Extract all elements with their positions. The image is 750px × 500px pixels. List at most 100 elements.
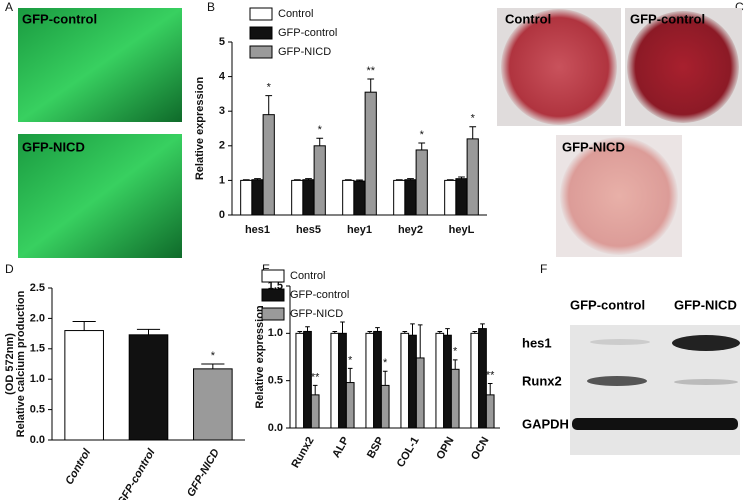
bar bbox=[393, 179, 406, 216]
y-tick-label: 1.5 bbox=[30, 343, 45, 355]
image-label: Control bbox=[505, 11, 551, 26]
bar bbox=[240, 179, 253, 216]
y-tick-label: 0.0 bbox=[30, 434, 45, 446]
y-tick-label: 0 bbox=[219, 209, 225, 221]
bar bbox=[291, 179, 304, 216]
error-bar bbox=[418, 142, 426, 150]
legend-label: GFP-control bbox=[278, 27, 337, 39]
error-bar bbox=[410, 323, 415, 336]
significance: ** bbox=[366, 65, 375, 77]
x-tick-label: OCN bbox=[469, 435, 492, 462]
significance: * bbox=[211, 350, 216, 362]
y-axis-label: Relative expression bbox=[254, 305, 266, 409]
bar bbox=[365, 332, 375, 429]
x-tick-label: hes5 bbox=[296, 224, 321, 236]
error-bar bbox=[316, 137, 324, 146]
error-bar bbox=[480, 323, 485, 329]
y-tick-label: 0.5 bbox=[30, 404, 45, 416]
significance: * bbox=[318, 124, 323, 136]
error-bar bbox=[340, 321, 345, 334]
error-bar bbox=[265, 95, 273, 115]
x-tick-label: ALP bbox=[330, 435, 351, 460]
fluorescence-image bbox=[18, 8, 182, 122]
bar bbox=[193, 368, 233, 441]
band bbox=[672, 335, 740, 351]
bar bbox=[400, 332, 410, 429]
blot-row-label: Runx2 bbox=[522, 373, 562, 388]
x-tick-label: GFP-control bbox=[115, 446, 158, 500]
bar bbox=[251, 179, 264, 216]
legend-swatch bbox=[249, 26, 273, 40]
bar bbox=[64, 330, 104, 441]
legend-label: Control bbox=[278, 8, 313, 20]
legend-label: GFP-NICD bbox=[278, 46, 331, 58]
x-tick-label: hey2 bbox=[398, 224, 423, 236]
bar bbox=[302, 179, 315, 216]
significance: ** bbox=[311, 371, 320, 383]
bar bbox=[128, 334, 169, 441]
y-tick-label: 1.0 bbox=[268, 327, 283, 339]
y-tick-label: 1.0 bbox=[30, 373, 45, 385]
bar bbox=[310, 394, 320, 429]
bar bbox=[330, 332, 340, 429]
bar bbox=[415, 149, 428, 216]
legend-label: GFP-NICD bbox=[290, 308, 343, 320]
x-tick-label: hey1 bbox=[347, 224, 372, 236]
error-bar bbox=[297, 330, 303, 334]
bar bbox=[415, 357, 425, 429]
legend-label: Control bbox=[290, 270, 325, 282]
image-label: GFP-control bbox=[22, 11, 97, 26]
image-label: GFP-NICD bbox=[562, 139, 625, 154]
bar bbox=[450, 368, 460, 429]
dish bbox=[627, 11, 739, 123]
x-tick-label: OPN bbox=[434, 435, 456, 462]
bar bbox=[353, 180, 366, 216]
panel-label: A bbox=[5, 0, 13, 14]
y-axis-label: Relative calcium production bbox=[15, 290, 27, 437]
bar bbox=[435, 332, 445, 429]
error-bar bbox=[254, 178, 261, 180]
blot-column-label: GFP-control bbox=[570, 297, 645, 312]
bar bbox=[444, 179, 457, 216]
y-tick-label: 0.5 bbox=[268, 375, 283, 387]
x-tick-label: Control bbox=[63, 446, 93, 487]
y-tick-label: 2 bbox=[219, 140, 225, 152]
image-label: GFP-NICD bbox=[22, 139, 85, 154]
bar bbox=[295, 332, 305, 429]
bar bbox=[364, 91, 377, 216]
bar bbox=[262, 114, 275, 216]
y-tick-label: 4 bbox=[219, 71, 226, 83]
blot-row-label: GAPDH bbox=[522, 416, 569, 431]
error-bar bbox=[293, 179, 301, 181]
bar bbox=[455, 178, 468, 216]
error-bar bbox=[458, 176, 465, 179]
image-label: GFP-control bbox=[630, 11, 705, 26]
dish bbox=[560, 137, 678, 255]
error-bar bbox=[395, 179, 403, 181]
y-tick-label: 2.5 bbox=[30, 282, 45, 294]
x-tick-label: Runx2 bbox=[289, 435, 316, 470]
bar bbox=[443, 334, 452, 429]
error-bar bbox=[347, 367, 353, 383]
y-tick-label: 0.0 bbox=[268, 422, 283, 434]
bar bbox=[408, 334, 417, 429]
error-bar bbox=[417, 324, 423, 358]
significance: * bbox=[471, 113, 476, 125]
error-bar bbox=[469, 126, 477, 139]
error-bar bbox=[201, 363, 225, 369]
legend-label: GFP-control bbox=[290, 289, 349, 301]
dish bbox=[501, 9, 617, 125]
bar bbox=[380, 384, 390, 429]
error-bar bbox=[305, 178, 312, 180]
y-tick-label: 5 bbox=[219, 36, 225, 48]
bar bbox=[338, 332, 347, 429]
fluorescence-image bbox=[18, 134, 182, 258]
error-bar bbox=[367, 78, 375, 93]
significance: * bbox=[383, 357, 388, 369]
y-tick-label: 3 bbox=[219, 105, 225, 117]
error-bar bbox=[305, 326, 310, 332]
band bbox=[572, 418, 738, 430]
error-bar bbox=[136, 328, 161, 335]
bar bbox=[313, 145, 326, 216]
